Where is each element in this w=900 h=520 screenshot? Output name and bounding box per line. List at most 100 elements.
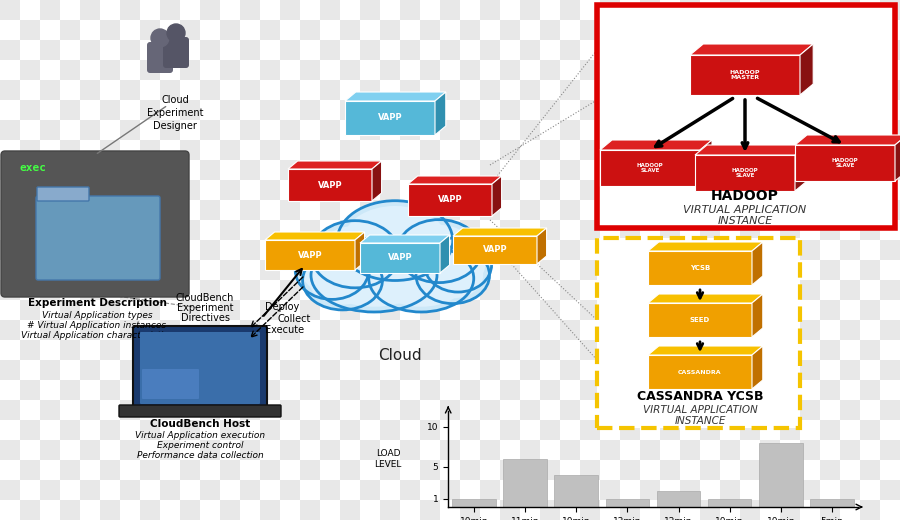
Bar xyxy=(520,240,540,260)
Bar xyxy=(40,20,60,40)
Bar xyxy=(560,500,580,520)
Bar xyxy=(700,480,720,500)
Bar xyxy=(120,480,140,500)
Bar xyxy=(320,140,340,160)
Bar xyxy=(780,80,800,100)
Bar xyxy=(720,60,740,80)
Bar xyxy=(640,180,660,200)
Bar xyxy=(540,140,560,160)
Bar xyxy=(260,220,280,240)
Bar xyxy=(0,300,20,320)
Bar xyxy=(400,480,420,500)
Bar xyxy=(860,360,880,380)
Bar xyxy=(460,380,480,400)
Bar xyxy=(140,260,160,280)
Bar xyxy=(200,360,220,380)
Bar xyxy=(800,260,820,280)
Bar xyxy=(200,0,220,20)
Bar xyxy=(800,400,820,420)
Bar xyxy=(720,400,740,420)
Bar xyxy=(520,0,540,20)
Bar xyxy=(500,460,520,480)
Bar xyxy=(680,480,700,500)
Bar xyxy=(320,460,340,480)
Bar xyxy=(820,60,840,80)
Bar xyxy=(380,260,400,280)
Bar xyxy=(660,220,680,240)
Bar xyxy=(240,220,260,240)
FancyBboxPatch shape xyxy=(37,187,89,201)
Bar xyxy=(740,460,760,480)
Bar xyxy=(480,320,500,340)
Bar xyxy=(260,0,280,20)
Bar xyxy=(160,360,180,380)
Bar xyxy=(580,180,600,200)
Bar xyxy=(700,440,720,460)
Bar xyxy=(20,280,40,300)
Bar xyxy=(260,60,280,80)
Ellipse shape xyxy=(338,201,453,280)
Bar xyxy=(620,40,640,60)
Bar xyxy=(740,140,760,160)
Text: VAPP: VAPP xyxy=(482,245,508,254)
Bar xyxy=(660,60,680,80)
Polygon shape xyxy=(648,355,752,389)
Bar xyxy=(240,120,260,140)
Bar xyxy=(360,500,380,520)
Bar xyxy=(520,300,540,320)
Bar xyxy=(520,40,540,60)
Bar xyxy=(440,100,460,120)
Bar xyxy=(700,20,720,40)
Bar xyxy=(300,260,320,280)
Bar xyxy=(180,400,200,420)
Bar xyxy=(320,220,340,240)
Bar xyxy=(780,500,800,520)
Text: Virtual Application characteristics: Virtual Application characteristics xyxy=(21,331,173,340)
Bar xyxy=(460,440,480,460)
Bar xyxy=(860,240,880,260)
Bar xyxy=(520,500,540,520)
Polygon shape xyxy=(435,92,446,135)
Bar xyxy=(320,300,340,320)
Bar xyxy=(0,460,20,480)
Bar xyxy=(860,420,880,440)
Bar xyxy=(320,420,340,440)
Bar xyxy=(700,420,720,440)
Bar xyxy=(260,160,280,180)
Bar xyxy=(560,80,580,100)
Text: Cloud: Cloud xyxy=(378,347,422,362)
Bar xyxy=(720,40,740,60)
Bar xyxy=(540,200,560,220)
Bar xyxy=(880,460,900,480)
Text: HADOOP
SLAVE: HADOOP SLAVE xyxy=(636,163,663,173)
Bar xyxy=(140,420,160,440)
Bar xyxy=(580,380,600,400)
Bar xyxy=(880,60,900,80)
Bar xyxy=(0,200,20,220)
Bar xyxy=(260,240,280,260)
Bar xyxy=(100,440,120,460)
Bar xyxy=(554,475,598,507)
Text: HADOOP
MASTER: HADOOP MASTER xyxy=(730,70,760,81)
Bar xyxy=(440,260,460,280)
Bar xyxy=(800,180,820,200)
Bar xyxy=(720,380,740,400)
Bar xyxy=(720,440,740,460)
Bar xyxy=(820,40,840,60)
Bar xyxy=(600,500,620,520)
Bar xyxy=(580,40,600,60)
Bar xyxy=(660,380,680,400)
Bar xyxy=(640,280,660,300)
Bar xyxy=(460,460,480,480)
Bar xyxy=(20,320,40,340)
Bar xyxy=(860,180,880,200)
Bar xyxy=(140,60,160,80)
Bar xyxy=(840,200,860,220)
Bar xyxy=(660,80,680,100)
Bar xyxy=(460,240,480,260)
Bar xyxy=(600,40,620,60)
Bar xyxy=(320,280,340,300)
Bar xyxy=(180,40,200,60)
Bar xyxy=(640,240,660,260)
Bar xyxy=(80,180,100,200)
